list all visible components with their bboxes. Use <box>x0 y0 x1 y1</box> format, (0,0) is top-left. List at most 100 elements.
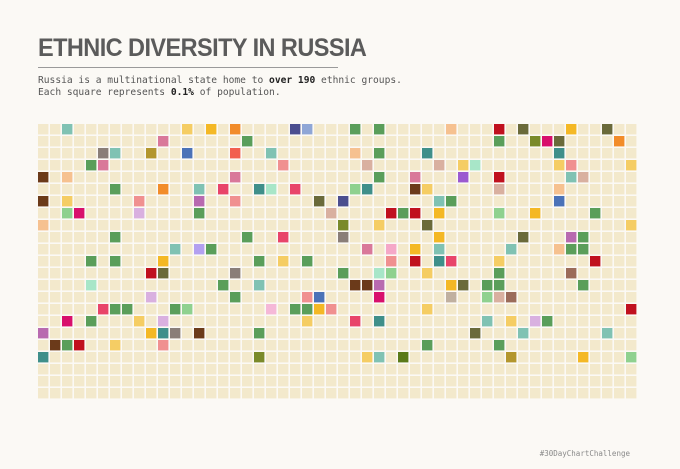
waffle-square <box>266 124 277 135</box>
waffle-square-highlight <box>182 148 193 159</box>
waffle-square <box>602 244 613 255</box>
waffle-square <box>194 172 205 183</box>
waffle-square-highlight <box>134 316 145 327</box>
waffle-square-highlight <box>230 148 241 159</box>
waffle-square <box>554 340 565 351</box>
waffle-square <box>62 352 73 363</box>
waffle-square <box>506 208 517 219</box>
waffle-square <box>86 172 97 183</box>
waffle-square <box>434 280 445 291</box>
waffle-square-highlight <box>410 184 421 195</box>
waffle-square-highlight <box>146 328 157 339</box>
waffle-square <box>74 136 85 147</box>
waffle-square <box>386 160 397 171</box>
waffle-square-highlight <box>50 340 61 351</box>
waffle-square-highlight <box>218 280 229 291</box>
waffle-square <box>470 364 481 375</box>
waffle-square <box>218 124 229 135</box>
waffle-square <box>62 256 73 267</box>
waffle-square <box>50 352 61 363</box>
waffle-square-highlight <box>494 280 505 291</box>
waffle-square <box>110 196 121 207</box>
waffle-square-highlight <box>494 136 505 147</box>
waffle-square <box>626 388 637 399</box>
waffle-square <box>362 256 373 267</box>
waffle-square-highlight <box>182 304 193 315</box>
waffle-square <box>242 148 253 159</box>
waffle-square <box>182 256 193 267</box>
waffle-square <box>422 328 433 339</box>
waffle-square <box>38 148 49 159</box>
waffle-square <box>542 208 553 219</box>
waffle-square <box>530 376 541 387</box>
hashtag-credit: #30DayChartChallenge <box>539 449 630 458</box>
waffle-square <box>98 364 109 375</box>
waffle-square <box>446 268 457 279</box>
waffle-square <box>494 232 505 243</box>
waffle-square <box>266 232 277 243</box>
waffle-square <box>278 172 289 183</box>
waffle-square <box>410 328 421 339</box>
waffle-square <box>218 268 229 279</box>
waffle-square <box>530 328 541 339</box>
waffle-square <box>98 124 109 135</box>
waffle-square <box>350 208 361 219</box>
waffle-square <box>470 232 481 243</box>
waffle-square <box>278 268 289 279</box>
waffle-square <box>278 280 289 291</box>
waffle-square <box>110 136 121 147</box>
waffle-square <box>50 124 61 135</box>
waffle-square-highlight <box>446 124 457 135</box>
waffle-square <box>374 196 385 207</box>
waffle-square <box>98 340 109 351</box>
waffle-square <box>98 220 109 231</box>
waffle-square-highlight <box>158 256 169 267</box>
waffle-square <box>446 364 457 375</box>
waffle-square <box>194 340 205 351</box>
waffle-square <box>410 388 421 399</box>
waffle-square <box>158 124 169 135</box>
waffle-square <box>386 148 397 159</box>
waffle-square <box>506 148 517 159</box>
waffle-square-highlight <box>278 232 289 243</box>
waffle-square <box>254 232 265 243</box>
waffle-square-highlight <box>290 124 301 135</box>
waffle-square <box>590 184 601 195</box>
waffle-square <box>50 328 61 339</box>
waffle-square <box>614 196 625 207</box>
waffle-square <box>110 160 121 171</box>
waffle-square <box>530 220 541 231</box>
subtitle-emphasis: over 190 <box>269 75 316 86</box>
waffle-square <box>422 160 433 171</box>
waffle-square <box>242 244 253 255</box>
waffle-square <box>542 232 553 243</box>
waffle-square <box>314 268 325 279</box>
waffle-square <box>242 316 253 327</box>
waffle-square <box>614 244 625 255</box>
waffle-square <box>614 172 625 183</box>
waffle-square <box>482 352 493 363</box>
waffle-square <box>230 256 241 267</box>
waffle-square <box>314 208 325 219</box>
waffle-square <box>614 328 625 339</box>
waffle-square-highlight <box>302 124 313 135</box>
waffle-square <box>170 184 181 195</box>
waffle-square <box>230 364 241 375</box>
waffle-square <box>86 184 97 195</box>
waffle-square <box>530 364 541 375</box>
waffle-square <box>74 388 85 399</box>
waffle-square-highlight <box>110 256 121 267</box>
waffle-square <box>566 376 577 387</box>
waffle-square <box>134 328 145 339</box>
waffle-square <box>110 244 121 255</box>
waffle-square <box>578 316 589 327</box>
waffle-square-highlight <box>158 316 169 327</box>
waffle-square <box>386 388 397 399</box>
waffle-square <box>110 220 121 231</box>
waffle-square <box>530 280 541 291</box>
waffle-square <box>386 136 397 147</box>
waffle-square <box>110 280 121 291</box>
waffle-square <box>482 184 493 195</box>
waffle-square-highlight <box>158 268 169 279</box>
waffle-square <box>338 148 349 159</box>
